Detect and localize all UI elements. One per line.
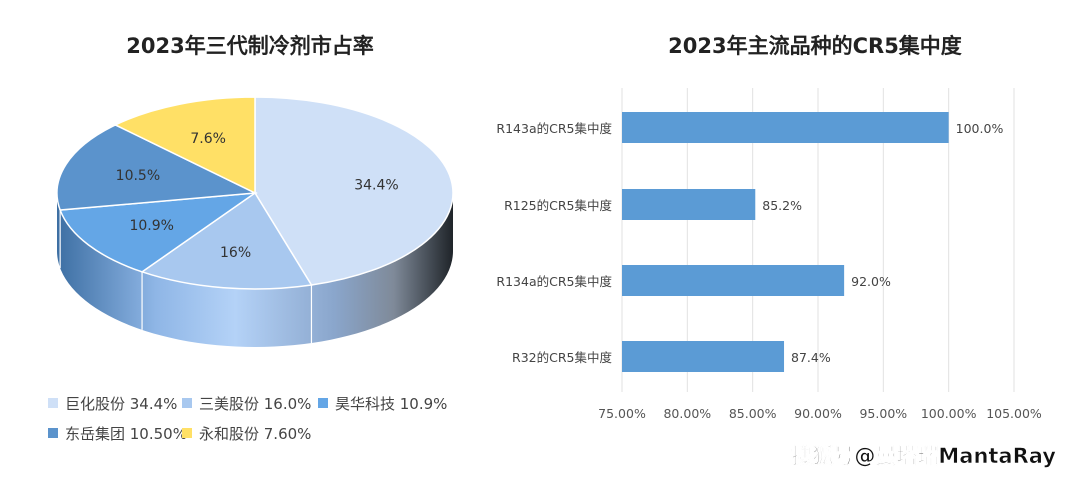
bar <box>622 341 785 372</box>
legend-swatch <box>48 398 58 408</box>
bar <box>622 265 845 296</box>
legend-label: 巨化股份 34.4% <box>65 395 177 413</box>
pie-legend: 巨化股份 34.4% 三美股份 16.0% 昊华科技 10.9% 东岳集团 10.50… <box>48 395 447 443</box>
pie-slice <box>140 191 313 290</box>
x-tick-label: 95.00% <box>859 406 907 421</box>
watermark: 搜狐号@曼塔瑞MantaRay <box>791 444 1056 468</box>
category-label: R143a的CR5集中度 <box>496 121 612 136</box>
pie-slice <box>254 96 454 286</box>
category-label: R125的CR5集中度 <box>504 198 612 213</box>
bar-chart: 75.00% 80.00% 85.00% 90.00% 95.00% 100.00% 105… <box>496 88 1042 421</box>
pie-slice <box>113 96 256 195</box>
legend-swatch <box>182 398 192 408</box>
x-tick-label: 105.00% <box>986 406 1042 421</box>
category-label: R134a的CR5集中度 <box>496 274 612 289</box>
pie-slice <box>59 192 258 273</box>
legend-swatch <box>182 428 192 438</box>
pie-title: 2023年三代制冷剂市占率 <box>126 34 373 58</box>
pie-slice <box>56 124 258 211</box>
pie-data-label: 7.6% <box>190 131 226 147</box>
x-tick-label: 85.00% <box>729 406 777 421</box>
pie-data-label: 10.9% <box>129 218 173 234</box>
bar-data-label: 87.4% <box>791 350 831 365</box>
bar-data-label: 85.2% <box>762 198 802 213</box>
x-tick-label: 80.00% <box>663 406 711 421</box>
legend-label: 三美股份 16.0% <box>199 395 311 413</box>
legend-label: 东岳集团 10.50% <box>65 425 187 443</box>
bar <box>622 189 756 220</box>
pie-chart: 34.4% 16% 10.9% 10.5% 7.6% <box>56 96 454 347</box>
legend-swatch <box>318 398 328 408</box>
pie-side <box>57 193 453 347</box>
pie-data-label: 34.4% <box>354 177 398 193</box>
bar-data-label: 92.0% <box>851 274 891 289</box>
legend-swatch <box>48 428 58 438</box>
legend-label: 永和股份 7.60% <box>199 425 311 443</box>
pie-data-label: 10.5% <box>116 168 160 184</box>
legend-label: 昊华科技 10.9% <box>335 395 447 413</box>
category-label: R32的CR5集中度 <box>512 350 612 365</box>
bar-title: 2023年主流品种的CR5集中度 <box>668 34 962 58</box>
bar <box>622 112 949 143</box>
bar-data-label: 100.0% <box>956 121 1004 136</box>
x-tick-label: 75.00% <box>598 406 646 421</box>
pie-data-label: 16% <box>220 245 251 261</box>
x-tick-label: 100.00% <box>921 406 977 421</box>
x-tick-label: 90.00% <box>794 406 842 421</box>
